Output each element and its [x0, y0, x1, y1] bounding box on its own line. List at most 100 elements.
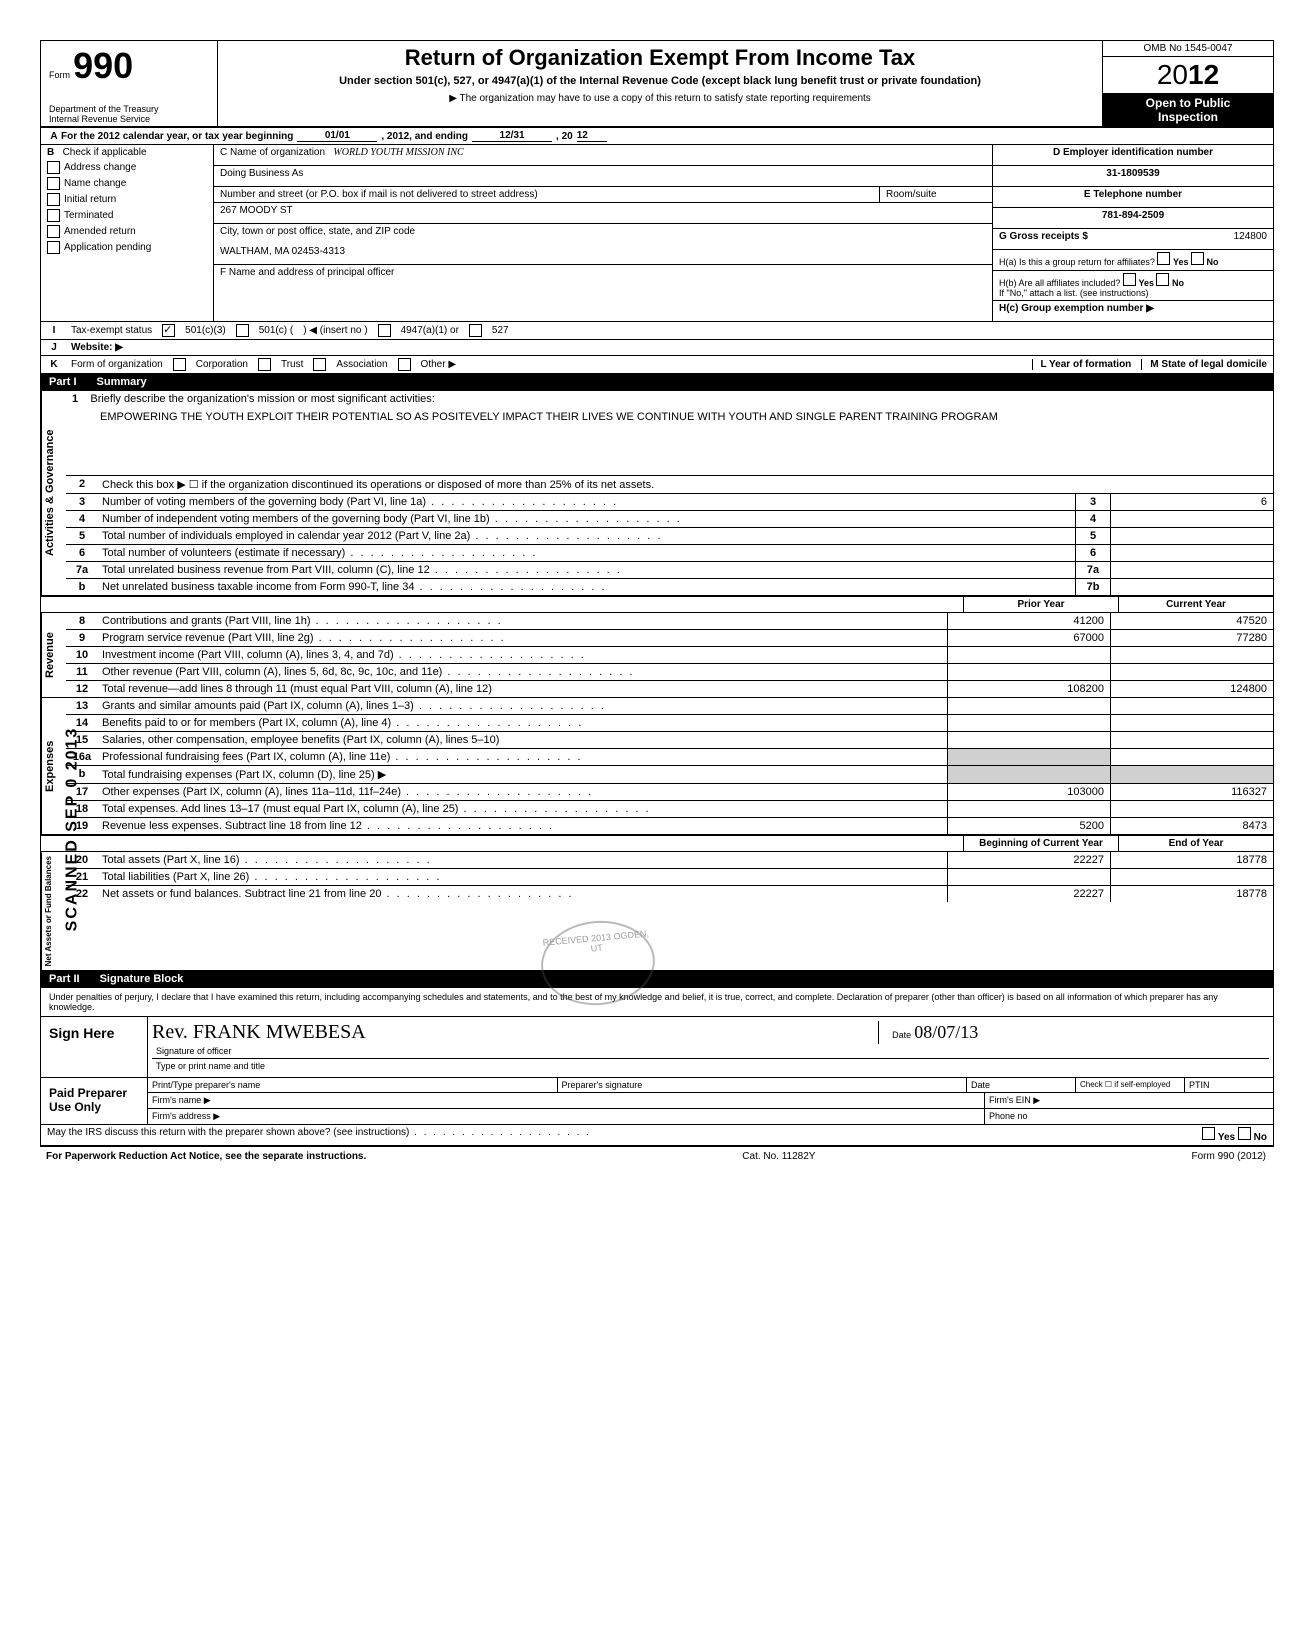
prior-year-header: Prior Year — [963, 597, 1118, 612]
room-suite-label: Room/suite — [880, 187, 992, 202]
paid-preparer-section: Paid Preparer Use Only Print/Type prepar… — [41, 1078, 1273, 1125]
main-title: Return of Organization Exempt From Incom… — [226, 45, 1094, 71]
org-name-value: WORLD YOUTH MISSION INC — [333, 147, 463, 158]
row-a: A For the 2012 calendar year, or tax yea… — [41, 128, 1273, 145]
activities-section: Activities & Governance 1 Briefly descri… — [41, 391, 1273, 596]
name-change-checkbox[interactable] — [47, 177, 60, 190]
line17-current: 116327 — [1110, 784, 1273, 800]
application-pending-checkbox[interactable] — [47, 241, 60, 254]
initial-return-checkbox[interactable] — [47, 193, 60, 206]
line22-begin: 22227 — [947, 886, 1110, 902]
col-de: D Employer identification number 31-1809… — [993, 145, 1273, 321]
ha-no-checkbox[interactable] — [1191, 252, 1204, 265]
line8-current: 47520 — [1110, 613, 1273, 629]
address-label: Number and street (or P.O. box if mail i… — [214, 187, 880, 202]
527-checkbox[interactable] — [469, 324, 482, 337]
gross-receipts-value: 124800 — [1234, 231, 1267, 242]
line17-prior: 103000 — [947, 784, 1110, 800]
hb-row: H(b) Are all affiliates included? Yes No… — [993, 271, 1273, 301]
open-public: Open to Public Inspection — [1103, 94, 1273, 126]
form-number-cell: Form 990 Department of the Treasury Inte… — [41, 41, 218, 126]
irs-discuss-row: May the IRS discuss this return with the… — [41, 1125, 1273, 1146]
hb-no-checkbox[interactable] — [1156, 273, 1169, 286]
expenses-label: Expenses — [41, 698, 66, 834]
paid-preparer-label: Paid Preparer Use Only — [41, 1078, 148, 1124]
line22-end: 18778 — [1110, 886, 1273, 902]
city-label: City, town or post office, state, and ZI… — [214, 224, 992, 244]
omb-number: OMB No 1545-0047 — [1103, 41, 1273, 57]
line20-begin: 22227 — [947, 852, 1110, 868]
line9-prior: 67000 — [947, 630, 1110, 646]
revenue-section: Revenue 8 Contributions and grants (Part… — [41, 613, 1273, 698]
expenses-section: Expenses 13 Grants and similar amounts p… — [41, 698, 1273, 835]
ein-label: D Employer identification number — [993, 145, 1273, 166]
terminated-checkbox[interactable] — [47, 209, 60, 222]
hb-yes-checkbox[interactable] — [1123, 273, 1136, 286]
line3-value: 6 — [1110, 494, 1273, 510]
trust-checkbox[interactable] — [258, 358, 271, 371]
form-990-container: RECEIVED 2013 OGDEN, UT Form 990 Departm… — [40, 40, 1274, 1147]
line19-prior: 5200 — [947, 818, 1110, 834]
form-org-row: K Form of organization Corporation Trust… — [41, 356, 1273, 374]
ha-yes-checkbox[interactable] — [1157, 252, 1170, 265]
website-row: J Website: ▶ — [41, 340, 1273, 356]
dept-text: Department of the Treasury Internal Reve… — [49, 104, 159, 124]
year-cell: OMB No 1545-0047 2012 Open to Public Ins… — [1103, 41, 1273, 126]
activities-label: Activities & Governance — [41, 391, 66, 595]
other-checkbox[interactable] — [398, 358, 411, 371]
4947-checkbox[interactable] — [378, 324, 391, 337]
501c3-checkbox[interactable] — [162, 324, 175, 337]
part2-header: Part II Signature Block — [41, 971, 1273, 988]
end-year: 12 — [577, 130, 607, 142]
assoc-checkbox[interactable] — [313, 358, 326, 371]
net-assets-section: Net Assets or Fund Balances 20 Total ass… — [41, 852, 1273, 971]
irs-no-checkbox[interactable] — [1238, 1127, 1251, 1140]
footer-row: For Paperwork Reduction Act Notice, see … — [40, 1147, 1272, 1166]
form-header: Form 990 Department of the Treasury Inte… — [41, 41, 1273, 128]
note-text: ▶ The organization may have to use a cop… — [226, 93, 1094, 104]
section-bk: B Check if applicable Address change Nam… — [41, 145, 1273, 322]
amended-return-checkbox[interactable] — [47, 225, 60, 238]
line19-current: 8473 — [1110, 818, 1273, 834]
beginning-year-header: Beginning of Current Year — [963, 836, 1118, 851]
part1-header: Part I Summary — [41, 374, 1273, 391]
address-change-checkbox[interactable] — [47, 161, 60, 174]
city-value: WALTHAM, MA 02453-4313 — [214, 244, 992, 265]
tax-exempt-row: I Tax-exempt status 501(c)(3) 501(c) () … — [41, 322, 1273, 340]
form-number: 990 — [73, 45, 133, 86]
501c-checkbox[interactable] — [236, 324, 249, 337]
officer-label: F Name and address of principal officer — [214, 265, 992, 309]
officer-signature: Rev. FRANK MWEBESA — [152, 1021, 879, 1044]
sub-title: Under section 501(c), 527, or 4947(a)(1)… — [226, 75, 1094, 87]
dba-row: Doing Business As — [214, 166, 992, 187]
col-c: C Name of organization WORLD YOUTH MISSI… — [214, 145, 993, 321]
line8-prior: 41200 — [947, 613, 1110, 629]
begin-date: 01/01 — [297, 130, 377, 142]
end-year-header: End of Year — [1118, 836, 1273, 851]
line12-prior: 108200 — [947, 681, 1110, 697]
phone-label: E Telephone number — [993, 187, 1273, 208]
col-b: B Check if applicable Address change Nam… — [41, 145, 214, 321]
form-label: Form — [49, 70, 70, 80]
irs-yes-checkbox[interactable] — [1202, 1127, 1215, 1140]
gross-receipts-row: G Gross receipts $ 124800 — [993, 229, 1273, 250]
org-name-row: C Name of organization WORLD YOUTH MISSI… — [214, 145, 992, 166]
title-cell: Return of Organization Exempt From Incom… — [218, 41, 1103, 126]
corp-checkbox[interactable] — [173, 358, 186, 371]
line20-end: 18778 — [1110, 852, 1273, 868]
line12-current: 124800 — [1110, 681, 1273, 697]
current-year-header: Current Year — [1118, 597, 1273, 612]
sign-date: 08/07/13 — [914, 1022, 978, 1042]
sign-here-section: Sign Here Rev. FRANK MWEBESA Date 08/07/… — [41, 1017, 1273, 1078]
ein-value: 31-1809539 — [993, 166, 1273, 187]
address-value: 267 MOODY ST — [214, 203, 992, 224]
ha-row: H(a) Is this a group return for affiliat… — [993, 250, 1273, 271]
net-assets-label: Net Assets or Fund Balances — [41, 852, 66, 970]
sign-here-label: Sign Here — [41, 1017, 148, 1077]
tax-year: 2012 — [1103, 57, 1273, 94]
line9-current: 77280 — [1110, 630, 1273, 646]
hc-row: H(c) Group exemption number ▶ — [993, 301, 1273, 321]
revenue-label: Revenue — [41, 613, 66, 697]
end-date: 12/31 — [472, 130, 552, 142]
perjury-text: Under penalties of perjury, I declare th… — [41, 988, 1273, 1017]
